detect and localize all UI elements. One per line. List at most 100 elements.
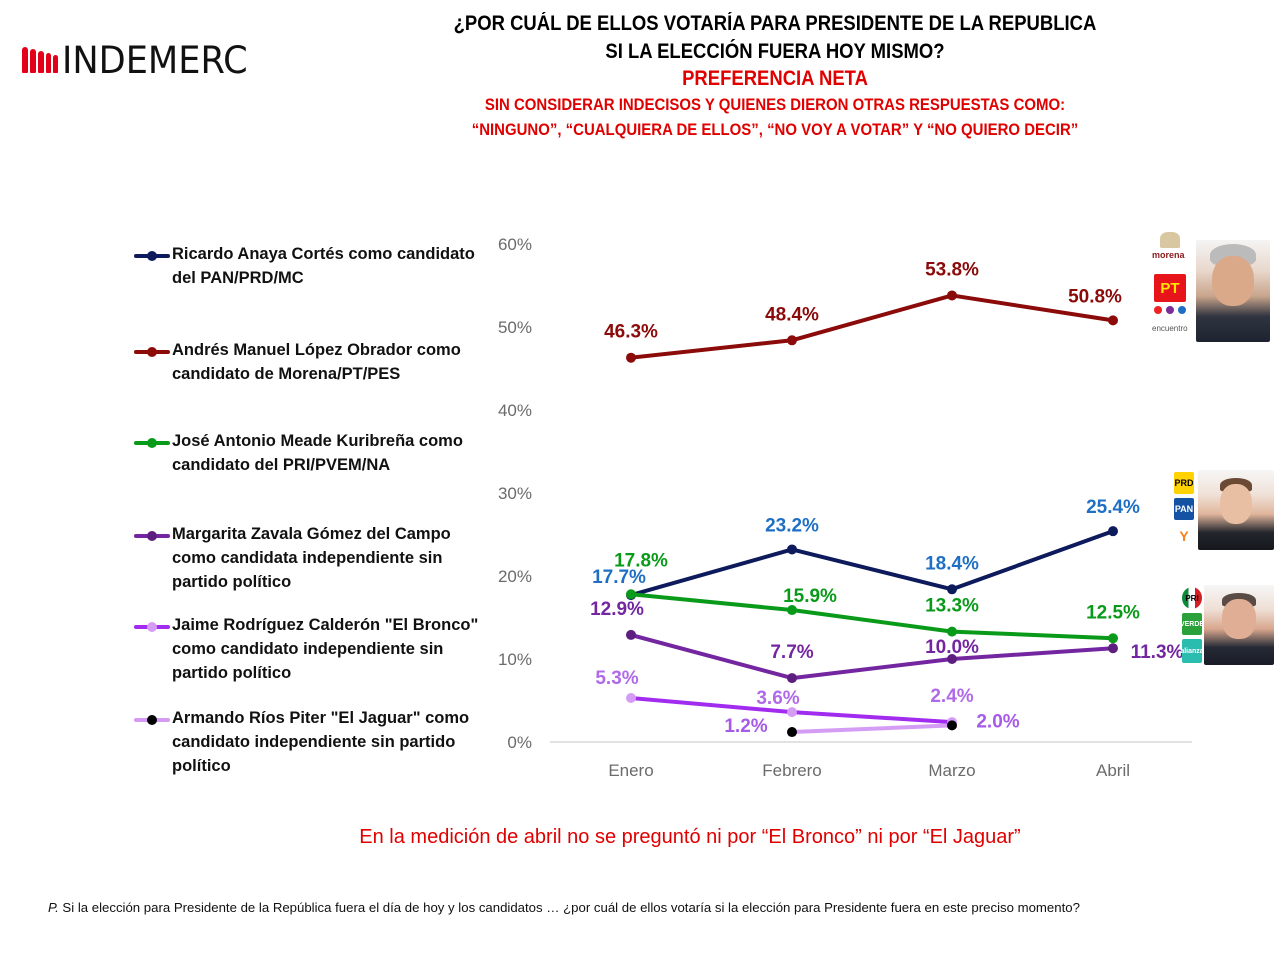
legend-item-jaguar: Armando Ríos Piter "El Jaguar" como cand… <box>132 706 492 778</box>
morena-text: morena <box>1152 250 1185 260</box>
data-point <box>947 584 957 595</box>
footnote-prefix: P. <box>48 900 59 915</box>
amlo-candidate-image: morena PT encuentro <box>1150 230 1270 342</box>
data-point <box>787 544 797 555</box>
series-line-zavala <box>629 632 1115 681</box>
pri-logo: PRI <box>1182 587 1202 609</box>
x-tick-label: Abril <box>1096 761 1130 780</box>
data-label: 18.4% <box>925 553 979 574</box>
data-point <box>626 589 636 600</box>
data-point <box>787 335 797 346</box>
chart-title-line1: ¿POR CUÁL DE ELLOS VOTARÍA PARA PRESIDEN… <box>453 12 1097 35</box>
eagle-icon <box>1160 232 1180 248</box>
chart-subtitle: PREFERENCIA NETA <box>682 67 868 90</box>
data-point <box>787 727 797 738</box>
legend-swatch-zavala <box>132 522 172 542</box>
legend-item-zavala: Margarita Zavala Gómez del Campo como ca… <box>132 522 492 594</box>
data-label: 1.2% <box>724 716 767 737</box>
verde-logo: VERDE <box>1180 613 1204 635</box>
meade-photo <box>1204 585 1274 665</box>
data-point <box>947 720 957 731</box>
y-tick-label: 40% <box>498 401 532 420</box>
condition-line2: “NINGUNO”, “CUALQUIERA DE ELLOS”, “NO VO… <box>471 120 1079 139</box>
data-label: 2.0% <box>976 711 1019 732</box>
anaya-candidate-image: PRD PAN Y <box>1172 470 1274 550</box>
data-label: 50.8% <box>1068 286 1122 307</box>
data-point <box>787 707 797 718</box>
data-point <box>1108 633 1118 644</box>
chart-title-line2: SI LA ELECCIÓN FUERA HOY MISMO? <box>605 40 945 63</box>
data-label: 48.4% <box>765 304 819 325</box>
legend-swatch-amlo <box>132 338 172 358</box>
y-tick-label: 20% <box>498 567 532 586</box>
y-tick-label: 60% <box>498 235 532 254</box>
data-label: 12.5% <box>1086 602 1140 623</box>
legend-item-amlo: Andrés Manuel López Obrador como candida… <box>132 338 492 386</box>
legend-swatch-anaya <box>132 242 172 262</box>
legend-swatch-jaguar <box>132 706 172 726</box>
data-point <box>626 693 636 704</box>
mc-logo: Y <box>1174 524 1194 548</box>
y-tick-label: 50% <box>498 318 532 337</box>
x-tick-label: Enero <box>608 761 653 780</box>
data-label: 10.0% <box>925 637 979 658</box>
question-footnote: P. Si la elección para Presidente de la … <box>48 900 1080 915</box>
data-point <box>626 352 636 363</box>
series-line-jaguar <box>790 723 954 735</box>
data-point <box>626 629 636 640</box>
data-label: 53.8% <box>925 259 979 280</box>
series-zavala <box>626 629 1118 684</box>
meade-candidate-image: PRI VERDE alianza <box>1180 585 1274 665</box>
footnote-text: Si la elección para Presidente de la Rep… <box>58 900 1080 915</box>
legend-swatch-meade <box>132 429 172 449</box>
legend-label: José Antonio Meade Kuribreña como candid… <box>172 432 463 474</box>
april-note: En la medición de abril no se preguntó n… <box>359 826 1021 848</box>
amlo-photo <box>1196 240 1270 342</box>
data-point <box>947 654 957 664</box>
pt-logo: PT <box>1154 274 1186 302</box>
data-label: 46.3% <box>604 322 658 343</box>
series-line-meade <box>629 592 1115 641</box>
series-line-amlo <box>629 293 1115 360</box>
x-tick-label: Febrero <box>762 761 822 780</box>
data-point <box>947 626 957 637</box>
chart-header: ¿POR CUÁL DE ELLOS VOTARÍA PARA PRESIDEN… <box>400 10 1150 142</box>
data-label: 15.9% <box>783 586 837 607</box>
data-label: 25.4% <box>1086 497 1140 518</box>
data-point <box>947 290 957 301</box>
data-point <box>787 605 797 616</box>
legend-label: Margarita Zavala Gómez del Campo como ca… <box>172 525 451 591</box>
data-labels: 17.7% 23.2% 18.4% 25.4% 46.3% 48.4% 53.8% 50.8%… <box>590 259 1183 737</box>
data-label: 17.8% <box>614 550 668 571</box>
data-label: 12.9% <box>590 599 644 620</box>
series-group <box>626 290 1118 738</box>
morena-logo: morena <box>1152 232 1188 262</box>
series-meade <box>626 589 1118 644</box>
logo-text: INDEMERC <box>62 38 248 82</box>
pan-logo: PAN <box>1174 498 1194 520</box>
x-axis: Enero Febrero Marzo Abril <box>608 761 1130 780</box>
legend-label: Ricardo Anaya Cortés como candidato del … <box>172 245 475 287</box>
data-label: 11.3% <box>1131 642 1184 663</box>
series-amlo <box>626 290 1118 363</box>
data-label: 17.7% <box>592 567 646 588</box>
data-point <box>787 673 797 684</box>
condition-line1: SIN CONSIDERAR INDECISOS Y QUIENES DIERO… <box>484 95 1066 114</box>
y-tick-label: 10% <box>498 650 532 669</box>
legend-label: Andrés Manuel López Obrador como candida… <box>172 341 461 383</box>
indemerc-logo: INDEMERC <box>22 28 252 92</box>
people-icon <box>22 47 58 73</box>
data-label: 13.3% <box>925 596 979 617</box>
data-point <box>1108 315 1118 326</box>
data-point <box>1108 526 1118 537</box>
series-line-anaya <box>629 529 1115 598</box>
y-axis: 0% 10% 20% 30% 40% 50% 60% <box>498 235 532 752</box>
legend-swatch-bronco <box>132 613 172 633</box>
data-label: 23.2% <box>765 515 819 536</box>
legend-item-anaya: Ricardo Anaya Cortés como candidato del … <box>132 242 492 290</box>
data-label: 2.4% <box>930 686 973 707</box>
data-label: 5.3% <box>595 668 638 689</box>
data-point <box>1108 643 1118 654</box>
legend-item-bronco: Jaime Rodríguez Calderón "El Bronco" com… <box>132 613 492 685</box>
